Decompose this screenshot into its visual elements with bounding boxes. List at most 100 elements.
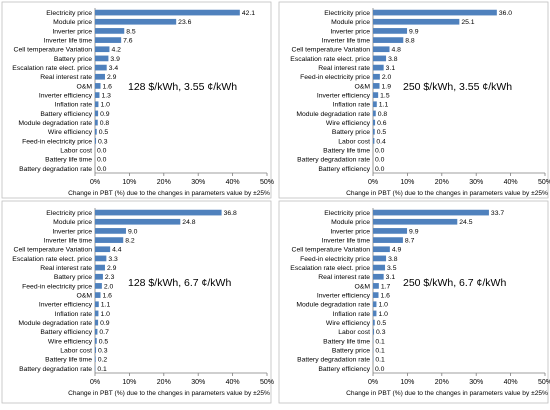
category-label: Battery degradation rate (297, 157, 370, 164)
data-label: 7.6 (123, 37, 133, 44)
data-label: 1.9 (382, 83, 392, 90)
bar (95, 246, 110, 252)
data-label: 23.6 (178, 19, 191, 26)
data-label: 1.6 (103, 292, 113, 299)
data-label: 0.5 (99, 129, 109, 136)
bar (373, 256, 386, 262)
bar (95, 274, 103, 280)
category-label: Battery life time (323, 338, 370, 345)
category-label: Escalation rate elect. price (290, 56, 370, 63)
x-tick-label: 30% (469, 179, 483, 186)
bar (95, 301, 99, 307)
category-label: Battery price (54, 274, 92, 281)
bar (95, 210, 222, 216)
category-label: Battery efficiency (40, 329, 92, 336)
category-label: Feed-in electricity price (300, 74, 370, 81)
data-label: 0.0 (97, 147, 107, 154)
category-label: Cell temperature Variation (14, 47, 93, 54)
bar (95, 338, 97, 344)
bar (373, 265, 385, 271)
category-label: Wire efficiency (48, 338, 93, 345)
category-label: Module price (53, 219, 92, 226)
category-label: Feed-in electricity price (300, 256, 370, 263)
x-axis-label: Change in PBT (%) due to the changes in … (346, 390, 548, 397)
category-label: Inverter life time (322, 37, 371, 44)
bar (95, 356, 96, 362)
bar (373, 19, 459, 25)
x-tick-label: 40% (226, 379, 240, 386)
data-label: 8.8 (405, 37, 415, 44)
category-label: Escalation rate elect. price (290, 265, 370, 272)
scenario-annotation: 128 $/kWh, 3.55 ¢/kWh (128, 81, 237, 93)
data-label: 1.1 (379, 102, 389, 109)
x-tick-label: 50% (538, 379, 550, 386)
category-label: Electricity price (46, 210, 92, 217)
bar (373, 237, 403, 243)
bar (373, 65, 384, 71)
bar (95, 92, 99, 98)
category-label: Labor cost (338, 138, 370, 145)
category-label: Inflation rate (333, 102, 371, 109)
bar (373, 111, 376, 117)
category-label: Inflation rate (55, 311, 93, 318)
x-tick-label: 0% (368, 379, 378, 386)
data-label: 2.3 (105, 274, 115, 281)
category-label: Real interest rate (40, 74, 92, 81)
data-label: 0.3 (98, 138, 108, 145)
bar (95, 120, 98, 126)
scenario-annotation: 250 $/kWh, 6.7 ¢/kWh (403, 277, 506, 289)
bar (373, 283, 379, 289)
category-label: Module degradation rate (296, 111, 370, 118)
bar (95, 37, 121, 43)
bar (373, 74, 380, 80)
category-label: O&M (355, 83, 371, 90)
data-label: 1.0 (378, 311, 388, 318)
category-label: Inverter efficiency (39, 92, 93, 99)
bar (373, 292, 379, 298)
data-label: 0.9 (100, 320, 110, 327)
data-label: 3.9 (110, 56, 120, 63)
category-label: Electricity price (324, 210, 370, 217)
x-tick-label: 10% (400, 379, 414, 386)
bar (373, 46, 390, 52)
x-tick-label: 50% (260, 179, 274, 186)
data-label: 2.9 (107, 265, 117, 272)
data-label: 0.0 (97, 157, 107, 164)
category-label: Inverter price (52, 228, 92, 235)
bar (373, 10, 497, 16)
x-tick-label: 20% (435, 379, 449, 386)
data-label: 0.9 (100, 111, 110, 118)
bar (95, 228, 126, 234)
bar (373, 129, 375, 135)
category-label: Feed-in electricity price (22, 283, 92, 290)
x-tick-label: 40% (504, 179, 518, 186)
data-label: 3.5 (387, 265, 397, 272)
data-label: 2.9 (107, 74, 117, 81)
x-tick-label: 10% (122, 379, 136, 386)
data-label: 1.0 (100, 311, 110, 318)
category-label: O&M (355, 283, 371, 290)
category-label: O&M (77, 292, 93, 299)
category-label: Cell temperature Variation (292, 247, 371, 254)
data-label: 0.3 (98, 347, 108, 354)
bar (95, 311, 98, 317)
scenario-annotation: 128 $/kWh, 6.7 ¢/kWh (128, 277, 231, 289)
bar (373, 320, 375, 326)
category-label: Inverter price (330, 28, 370, 35)
data-label: 4.9 (392, 247, 402, 254)
category-label: Module degradation rate (18, 120, 92, 127)
data-label: 36.8 (224, 210, 237, 217)
data-label: 0.1 (375, 347, 385, 354)
data-label: 0.8 (100, 120, 110, 127)
x-tick-label: 10% (400, 179, 414, 186)
category-label: Module degradation rate (18, 320, 92, 327)
data-label: 0.0 (375, 366, 385, 373)
bar (95, 347, 96, 353)
data-label: 4.8 (392, 47, 402, 54)
category-label: Battery price (54, 56, 92, 63)
data-label: 1.3 (101, 92, 111, 99)
x-tick-label: 40% (226, 179, 240, 186)
data-label: 3.8 (388, 56, 398, 63)
bar (95, 74, 105, 80)
